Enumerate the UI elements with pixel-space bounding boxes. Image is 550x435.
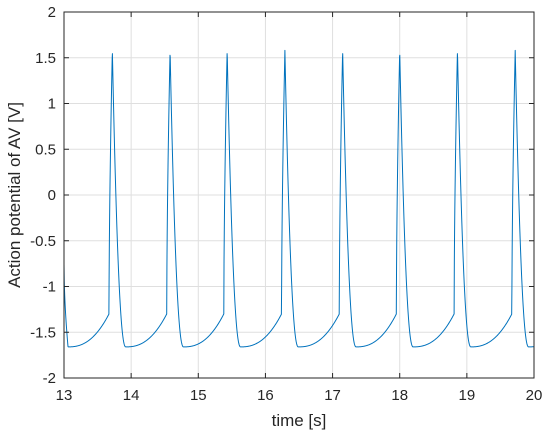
y-tick-label: -1.5 [30, 324, 56, 341]
y-tick-label: 1.5 [35, 50, 56, 67]
x-tick-label: 14 [123, 387, 140, 404]
y-axis-label: Action potential of AV [V] [5, 102, 24, 288]
series-line [63, 49, 535, 348]
y-tick-label: -2 [43, 370, 56, 387]
y-tick-label: -0.5 [30, 233, 56, 250]
x-tick-label: 19 [459, 387, 476, 404]
y-tick-label: 1 [48, 96, 56, 113]
x-tick-label: 15 [190, 387, 207, 404]
ticks: 13 14 15 16 17 18 19 20 -2 -1.5 -1 -0.5 0 0.5 1 1.5 2 [30, 4, 542, 404]
y-tick-label: 0.5 [35, 141, 56, 158]
series-layer [63, 49, 535, 348]
y-tick-label: 2 [48, 4, 56, 21]
x-tick-label: 13 [56, 387, 73, 404]
x-tick-label: 16 [257, 387, 274, 404]
y-tick-label: -1 [43, 279, 56, 296]
x-tick-label: 20 [526, 387, 543, 404]
x-tick-label: 18 [391, 387, 408, 404]
y-tick-label: 0 [48, 187, 56, 204]
x-tick-label: 17 [324, 387, 341, 404]
x-axis-label: time [s] [272, 411, 327, 430]
